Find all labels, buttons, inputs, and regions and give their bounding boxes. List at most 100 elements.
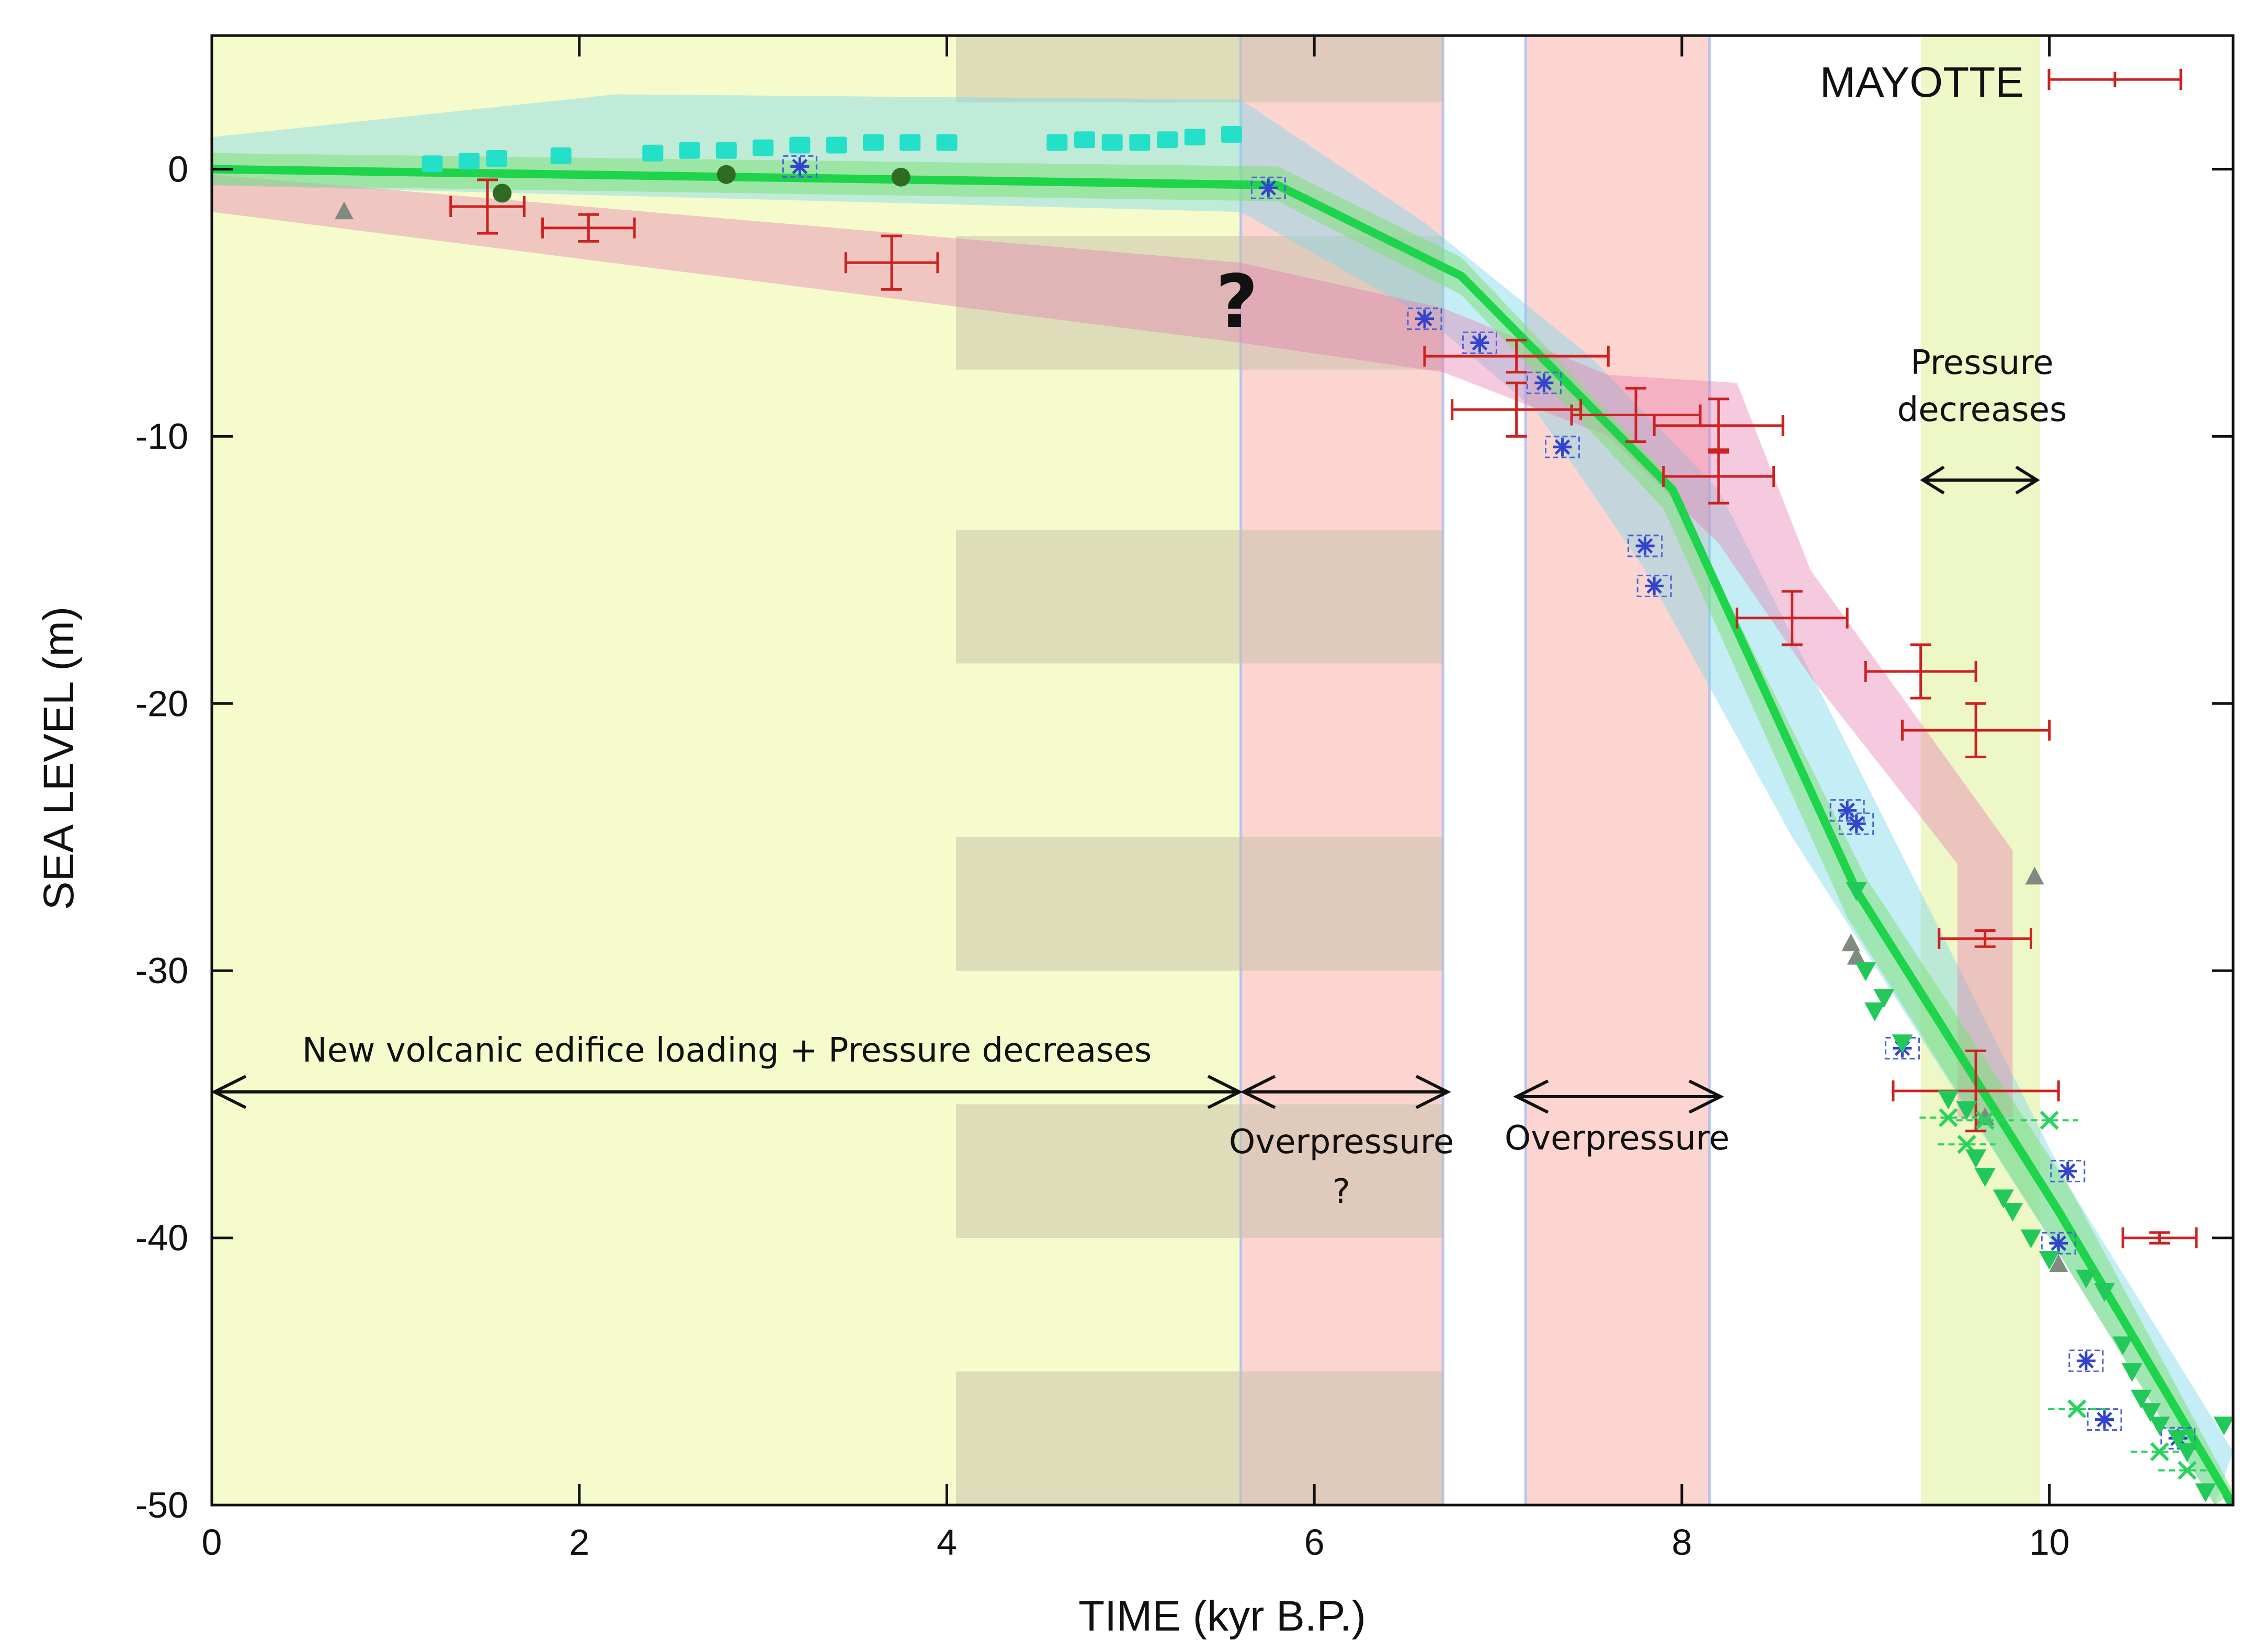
- green-triangle-point: [2121, 1363, 2143, 1382]
- x-tick-label: 2: [569, 1522, 589, 1563]
- asterisk-point: [1250, 176, 1286, 199]
- green-triangle-point: [2213, 1416, 2233, 1435]
- green-triangle-point: [1956, 1101, 1977, 1120]
- asterisk-point: [1839, 812, 1874, 835]
- green-triangle-point: [2131, 1389, 2152, 1409]
- mayotte-point: [1864, 643, 1977, 700]
- asterisk-stroke: [792, 158, 808, 175]
- cyan-point: [642, 144, 664, 162]
- green-cross-stroke: [2178, 1461, 2197, 1480]
- asterisk-box: [782, 155, 817, 178]
- asterisk-point: [2050, 1159, 2086, 1182]
- asterisk-box: [1526, 371, 1562, 394]
- cyan-point: [1046, 134, 1068, 151]
- x-tick-label: 4: [937, 1522, 957, 1563]
- asterisk-stroke: [1554, 439, 1570, 455]
- gray-triangle-point: [2025, 867, 2044, 885]
- asterisk-stroke: [2060, 1163, 2076, 1179]
- asterisk-point: [2068, 1349, 2104, 1372]
- green-triangle-point: [2223, 1497, 2233, 1505]
- green-triangle-point: [1864, 1002, 1885, 1021]
- asterisk-box: [1829, 799, 1865, 822]
- green-triangle-point: [1974, 1168, 1996, 1187]
- annotation-volcanic: New volcanic edifice loading + Pressure …: [302, 1031, 1152, 1070]
- cyan-point: [753, 139, 774, 156]
- asterisk-stroke: [1417, 311, 1432, 327]
- arrow-volcanic: [211, 1075, 1243, 1109]
- cyan-point: [458, 153, 480, 170]
- asterisk-box: [1627, 534, 1663, 557]
- green-cross-stroke: [1975, 1111, 1995, 1130]
- asterisk-box: [2068, 1349, 2104, 1372]
- asterisk-stroke: [1646, 578, 1662, 594]
- green-triangle-point: [1855, 962, 1876, 982]
- y-tick-label: -50: [135, 1485, 188, 1525]
- asterisk-stroke: [1848, 816, 1864, 831]
- asterisk-box: [1462, 332, 1497, 355]
- asterisk-point: [1407, 307, 1442, 331]
- cyan-point: [826, 136, 847, 154]
- green-triangle-point: [2075, 1269, 2097, 1289]
- asterisk-point: [1526, 371, 1562, 394]
- axis-ticks: 0 2 4 6 8 10 0 -10 -20 -30 -40 -50: [135, 36, 2233, 1563]
- dark-circle-point: [891, 167, 910, 187]
- asterisk-stroke: [2097, 1411, 2112, 1428]
- asterisk-box: [1636, 574, 1672, 597]
- mayotte-point: [1735, 590, 1849, 646]
- cyan-point: [1221, 126, 1243, 143]
- asterisk-stroke: [1637, 538, 1653, 554]
- asterisk-point: [1636, 574, 1672, 597]
- mayotte-point: [1423, 338, 1610, 374]
- annotation-overpressure-2: Overpressure: [1505, 1119, 1729, 1158]
- cyan-point: [679, 142, 700, 159]
- green-triangle-point: [1873, 989, 1895, 1008]
- cyan-point: [422, 155, 443, 173]
- mayotte-point: [844, 234, 939, 291]
- green-triangle-point: [2149, 1416, 2170, 1435]
- region-overpressure-2: [1526, 36, 1710, 1505]
- mayotte-point: [1901, 702, 2051, 758]
- y-tick-label: -20: [135, 683, 188, 724]
- cyan-point: [936, 134, 958, 151]
- green-triangle-point: [2094, 1283, 2115, 1302]
- gray-band: [956, 530, 1443, 664]
- green-triangle-point: [2039, 1250, 2060, 1270]
- mayotte-point: [449, 178, 526, 235]
- mayotte-point: [1570, 386, 1702, 443]
- green-cross-point: [2020, 1111, 2078, 1130]
- gray-band: [956, 837, 1443, 971]
- background-regions: [212, 36, 2041, 1505]
- green-cross-stroke: [2150, 1442, 2169, 1461]
- gray-band: [956, 36, 1443, 102]
- cyan-point: [486, 150, 507, 167]
- cyan-point: [862, 134, 884, 151]
- gray-triangle-point: [1841, 933, 1861, 952]
- asterisk-stroke: [2051, 1235, 2066, 1251]
- cyan-point: [1184, 129, 1205, 146]
- gray-triangle-point: [334, 201, 354, 220]
- asterisk-point: [1829, 799, 1865, 822]
- mayotte-point: [1662, 448, 1775, 505]
- asterisk-box: [1250, 176, 1286, 199]
- gray-band: [956, 236, 1443, 370]
- asterisk-stroke: [2078, 1353, 2094, 1369]
- x-tick-label: 10: [2029, 1522, 2070, 1563]
- x-axis-label: TIME (kyr B.P.): [1078, 1592, 1366, 1640]
- asterisk-stroke: [1472, 335, 1488, 351]
- annotation-decreases: decreases: [1897, 391, 2067, 429]
- x-tick-label: 0: [202, 1522, 222, 1563]
- series-layer: [212, 126, 2233, 1505]
- green-triangle-point: [1993, 1189, 2014, 1209]
- asterisk-point: [2087, 1408, 2122, 1431]
- plot-frame: [210, 34, 2235, 1507]
- asterisk-point: [1545, 436, 1580, 459]
- green-cross-stroke: [2067, 1399, 2087, 1419]
- asterisk-box: [1407, 307, 1442, 331]
- green-cross-stroke: [2040, 1111, 2059, 1130]
- cyan-point: [900, 134, 921, 151]
- gray-triangle-point: [1847, 947, 1866, 965]
- green-triangle-point: [1892, 1034, 1913, 1054]
- y-tick-label: 0: [168, 149, 188, 189]
- green-triangle-point: [2002, 1203, 2023, 1222]
- annotation-arrows: [211, 465, 2040, 1114]
